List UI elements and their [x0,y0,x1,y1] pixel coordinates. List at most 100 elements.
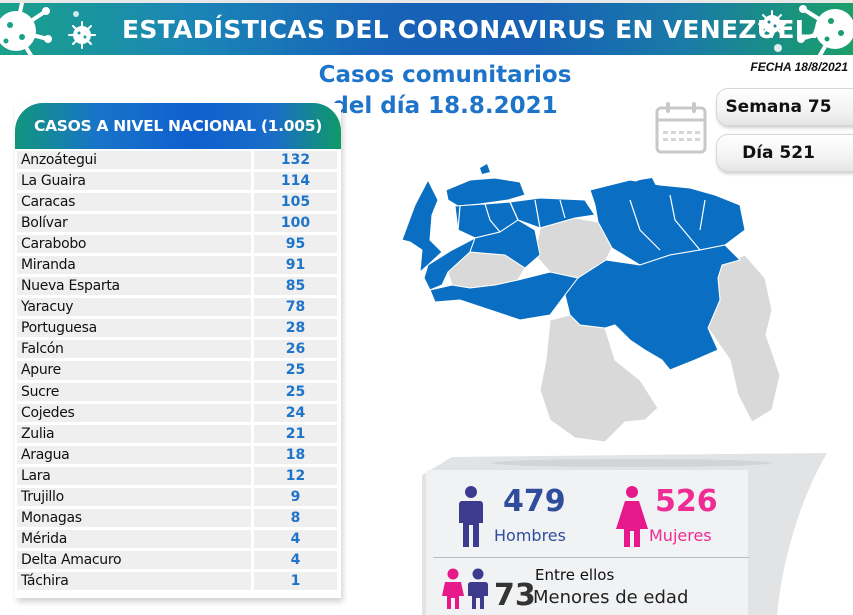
table-row: Lara 12 [15,465,341,486]
virus-icon-large-right [797,5,853,58]
case-count: 1 [254,572,337,591]
state-name: Apure [17,361,251,380]
table-row: Sucre 25 [15,381,341,402]
subtitle-line-2: del día 18.8.2021 [332,93,558,119]
case-count: 105 [254,192,337,211]
table-row: Carabobo 95 [15,233,341,254]
case-count: 95 [254,234,337,253]
state-name: Mérida [17,530,251,549]
calendar-icon [655,102,707,154]
table-row: Zulia 21 [15,423,341,444]
map-state-delta-amacuro-guayana-esequiba [707,254,781,423]
map-state-central [509,197,596,229]
state-name: Lara [17,466,251,485]
state-name: Sucre [17,382,251,401]
date-label: FECHA 18/8/2021 [750,60,848,74]
case-count: 4 [254,551,337,570]
men-count: 479 [503,484,566,519]
state-name: Delta Amacuro [17,551,251,570]
map-state-zulia [401,178,443,274]
women-count: 526 [655,484,718,519]
case-count: 25 [254,361,337,380]
case-count: 18 [254,445,337,464]
state-name: Falcón [17,340,251,359]
banner-title: ESTADÍSTICAS DEL CORONAVIRUS EN VENEZUEL… [122,15,831,44]
state-name: Cojedes [17,403,251,422]
table-row: Aragua 18 [15,444,341,465]
case-count: 132 [254,150,337,169]
map-state-falcon [445,177,526,207]
table-row: Delta Amacuro 4 [15,550,341,571]
table-row: Nueva Esparta 85 [15,276,341,297]
case-count: 26 [254,340,337,359]
virus-icon-small-left [68,11,96,49]
women-label: Mujeres [649,526,712,545]
virus-icon-large-left [0,3,52,58]
case-count: 100 [254,213,337,232]
map-state-portuguesa-cojedes [469,219,541,269]
table-row: Falcón 26 [15,339,341,360]
table-row: Mérida 4 [15,529,341,550]
state-name: Bolívar [17,213,251,232]
state-name: La Guaira [17,171,251,190]
map-state-nueva-esparta [628,178,656,189]
table-row: La Guaira 114 [15,170,341,191]
day-badge: Día 521 [716,134,853,172]
case-count: 24 [254,403,337,422]
table-row: Monagas 8 [15,508,341,529]
minors-label: Menores de edad [533,587,689,608]
case-count: 114 [254,171,337,190]
cases-table: CASOS A NIVEL NACIONAL (1.005) Anzoátegu… [15,103,341,598]
state-name: Zulia [17,424,251,443]
children-icon [442,568,488,609]
table-row: Trujillo 9 [15,487,341,508]
table-row: Portuguesa 28 [15,318,341,339]
state-name: Portuguesa [17,319,251,338]
state-name: Táchira [17,572,251,591]
virus-icon-small-right [758,10,786,52]
woman-icon [616,486,648,547]
case-count: 21 [254,424,337,443]
table-row: Yaracuy 78 [15,297,341,318]
minors-count: 73 [494,578,536,613]
case-count: 78 [254,298,337,317]
case-count: 8 [254,509,337,528]
state-name: Miranda [17,255,251,275]
case-count: 4 [254,530,337,549]
map-state-bolivar [564,244,741,371]
men-label: Hombres [494,526,566,545]
venezuela-map [401,164,781,443]
state-name: Monagas [17,509,251,528]
case-count: 9 [254,488,337,507]
table-row: Táchira 1 [15,571,341,592]
state-name: Yaracuy [17,298,251,317]
map-state-aruba-curacao-islet [480,164,490,174]
state-name: Aragua [17,445,251,464]
state-name: Trujillo [17,488,251,507]
case-count: 12 [254,466,337,485]
state-name: Nueva Esparta [17,277,251,296]
subtitle-line-1: Casos comunitarios [318,62,572,88]
header-banner: ESTADÍSTICAS DEL CORONAVIRUS EN VENEZUEL… [0,0,853,58]
table-row: Cojedes 24 [15,402,341,423]
table-row: Caracas 105 [15,191,341,212]
week-badge: Semana 75 [716,88,853,126]
state-name: Caracas [17,192,251,211]
man-icon [459,486,483,547]
case-count: 91 [254,255,337,275]
minors-intro: Entre ellos [535,566,615,584]
case-count: 28 [254,319,337,338]
table-row: Anzoátegui 132 [15,149,341,170]
table-body: Anzoátegui 132 La Guaira 114 Caracas 105 Bolív… [15,149,341,592]
table-header: CASOS A NIVEL NACIONAL (1.005) [15,103,341,149]
case-count: 85 [254,277,337,296]
table-row: Miranda 91 [15,254,341,275]
panel-divider [433,557,749,558]
page-subtitle: Casos comunitarios del día 18.8.2021 [290,60,600,122]
state-name: Anzoátegui [17,150,251,169]
case-count: 25 [254,382,337,401]
table-row: Bolívar 100 [15,212,341,233]
map-state-trujillo-merida-tachira [423,236,476,291]
state-name: Carabobo [17,234,251,253]
table-row: Apure 25 [15,360,341,381]
